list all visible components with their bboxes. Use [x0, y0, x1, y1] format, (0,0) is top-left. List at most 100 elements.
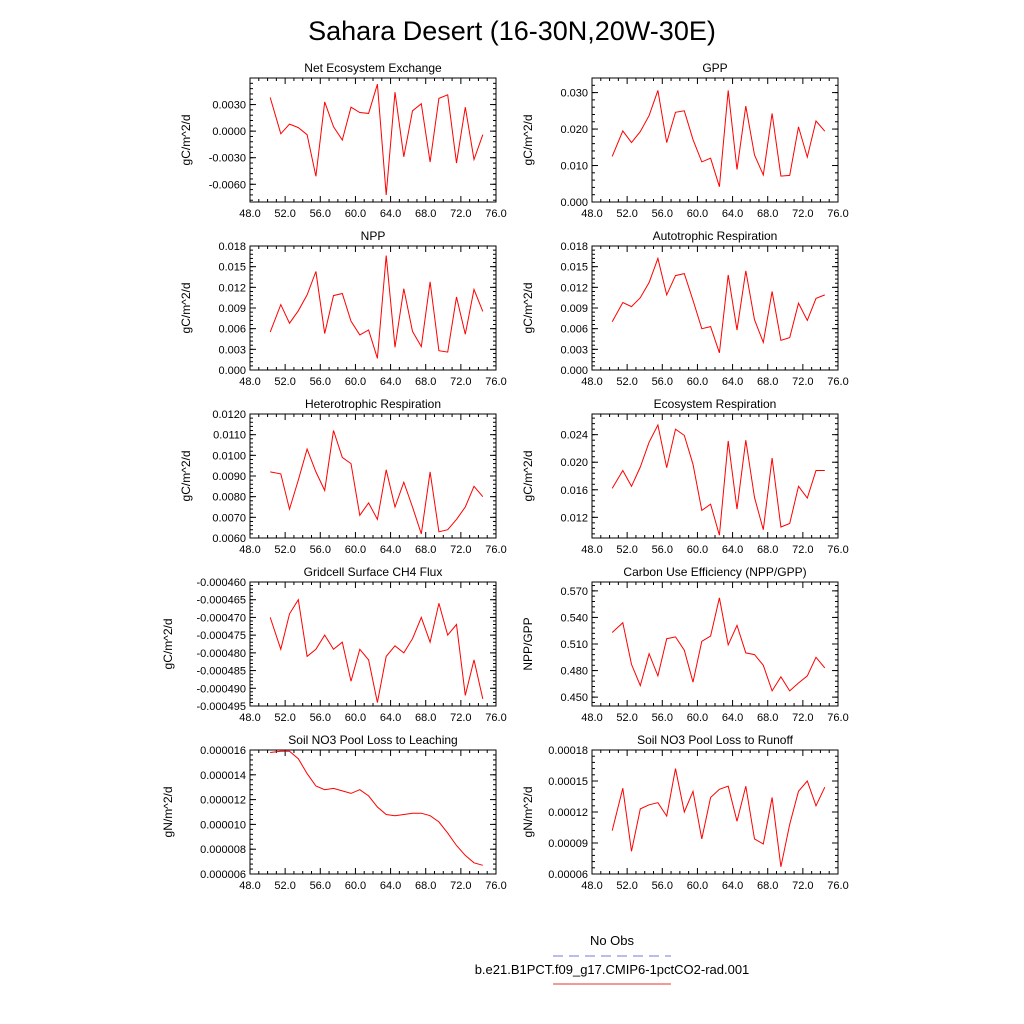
y-tick-label: 0.000014 [200, 770, 246, 782]
x-tick-label: 48.0 [239, 880, 260, 892]
x-tick-label: 52.0 [616, 208, 637, 220]
x-tick-label: 52.0 [616, 712, 637, 724]
y-tick-label: 0.0090 [212, 471, 246, 483]
y-tick-label: 0.000008 [200, 844, 246, 856]
x-tick-label: 64.0 [380, 544, 401, 556]
x-tick-label: 48.0 [239, 712, 260, 724]
x-tick-label: 72.0 [450, 208, 471, 220]
x-tick-label: 64.0 [722, 880, 743, 892]
y-tick-label: -0.000460 [196, 577, 246, 589]
y-tick-label: 0.012 [560, 282, 588, 294]
panel-title: Gridcell Surface CH4 Flux [304, 565, 443, 579]
x-tick-label: 60.0 [345, 544, 366, 556]
x-tick-label: 76.0 [827, 880, 848, 892]
y-tick-label: 0.010 [560, 161, 588, 173]
x-tick-label: 72.0 [792, 376, 813, 388]
x-tick-label: 52.0 [616, 544, 637, 556]
y-tick-label: 0.006 [218, 324, 246, 336]
panel-8: Soil NO3 Pool Loss to Leaching gN/m^2/d 48… [161, 733, 507, 892]
x-tick-label: 64.0 [380, 208, 401, 220]
x-tick-label: 48.0 [581, 544, 602, 556]
x-tick-label: 56.0 [310, 376, 331, 388]
x-tick-label: 60.0 [687, 208, 708, 220]
x-tick-label: 60.0 [687, 544, 708, 556]
y-tick-label: 0.030 [560, 88, 588, 100]
y-tick-label: 0.00006 [548, 869, 588, 881]
y-tick-label: 0.020 [560, 124, 588, 136]
x-tick-label: 48.0 [581, 880, 602, 892]
x-tick-label: 76.0 [485, 712, 506, 724]
y-tick-label: -0.0060 [209, 179, 246, 191]
x-tick-label: 56.0 [652, 544, 673, 556]
y-axis-label: gN/m^2/d [161, 787, 175, 838]
series-line [611, 423, 825, 536]
y-tick-label: 0.012 [218, 282, 246, 294]
x-tick-label: 60.0 [345, 712, 366, 724]
x-tick-label: 76.0 [485, 208, 506, 220]
x-tick-label: 60.0 [687, 712, 708, 724]
y-tick-label: 0.0030 [212, 100, 246, 112]
x-tick-label: 68.0 [757, 712, 778, 724]
x-tick-label: 56.0 [310, 880, 331, 892]
panels-container: Net Ecosystem Exchange gC/m^2/d 48.0 52.0 56… [161, 61, 849, 892]
y-tick-label: 0.00015 [548, 776, 588, 788]
y-axis-label: gC/m^2/d [179, 283, 193, 334]
y-tick-label: 0.018 [218, 241, 246, 253]
x-tick-label: 48.0 [581, 712, 602, 724]
x-tick-label: 64.0 [722, 208, 743, 220]
plot-frame [591, 581, 839, 707]
y-tick-label: 0.450 [560, 692, 588, 704]
y-tick-label: 0.0120 [212, 409, 246, 421]
x-tick-label: 52.0 [274, 544, 295, 556]
x-tick-label: 76.0 [485, 544, 506, 556]
x-tick-label: 76.0 [827, 712, 848, 724]
y-tick-label: 0.015 [218, 262, 246, 274]
panel-9: Soil NO3 Pool Loss to Runoff gN/m^2/d 48.0… [521, 733, 849, 892]
panel-1: GPP gC/m^2/d 48.0 52.0 56.0 60.0 64.0 68.0 72.0 7… [521, 61, 849, 220]
x-tick-label: 64.0 [722, 544, 743, 556]
x-tick-label: 76.0 [827, 208, 848, 220]
y-tick-label: 0.009 [560, 303, 588, 315]
x-tick-label: 68.0 [757, 880, 778, 892]
x-tick-label: 60.0 [345, 208, 366, 220]
y-axis-label: gC/m^2/d [521, 115, 535, 166]
plot-frame [591, 749, 839, 875]
plot-frame [249, 77, 497, 203]
x-tick-label: 52.0 [616, 880, 637, 892]
series-line [611, 597, 826, 693]
x-tick-label: 68.0 [757, 376, 778, 388]
series-line [269, 598, 484, 703]
y-axis-label: NPP/GPP [521, 617, 535, 670]
x-tick-label: 52.0 [274, 208, 295, 220]
x-tick-label: 68.0 [415, 880, 436, 892]
y-tick-label: 0.015 [560, 262, 588, 274]
x-tick-label: 76.0 [485, 376, 506, 388]
x-tick-label: 56.0 [652, 376, 673, 388]
x-tick-label: 48.0 [239, 376, 260, 388]
panel-3: Autotrophic Respiration gC/m^2/d 48.0 52.0 5… [521, 229, 849, 388]
x-tick-label: 68.0 [415, 544, 436, 556]
x-tick-label: 72.0 [450, 712, 471, 724]
x-tick-label: 52.0 [274, 880, 295, 892]
y-tick-label: 0.00012 [548, 807, 588, 819]
y-tick-label: -0.000480 [196, 648, 246, 660]
panel-title: Soil NO3 Pool Loss to Leaching [288, 733, 457, 747]
x-tick-label: 56.0 [652, 208, 673, 220]
y-tick-label: 0.000010 [200, 819, 246, 831]
x-tick-label: 64.0 [380, 376, 401, 388]
panel-5: Ecosystem Respiration gC/m^2/d 48.0 52.0 56.… [521, 397, 849, 556]
y-axis-label: gN/m^2/d [521, 787, 535, 838]
x-tick-label: 68.0 [757, 544, 778, 556]
x-tick-label: 56.0 [652, 712, 673, 724]
y-tick-label: 0.020 [560, 457, 588, 469]
x-tick-label: 64.0 [722, 712, 743, 724]
y-tick-label: 0.024 [560, 430, 588, 442]
x-tick-label: 56.0 [310, 208, 331, 220]
y-tick-label: 0.000006 [200, 869, 246, 881]
x-tick-label: 52.0 [274, 712, 295, 724]
panel-0: Net Ecosystem Exchange gC/m^2/d 48.0 52.0 56… [179, 61, 507, 220]
legend: No Obs b.e21.B1PCT.f09_g17.CMIP6-1pctCO2… [475, 933, 749, 985]
panel-title: Net Ecosystem Exchange [304, 61, 442, 75]
panel-title: GPP [702, 61, 727, 75]
y-tick-label: 0.012 [560, 512, 588, 524]
